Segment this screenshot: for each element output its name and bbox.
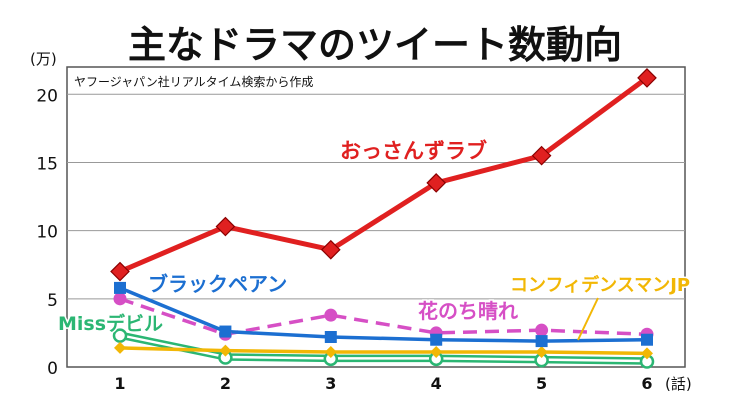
data-point bbox=[430, 333, 443, 346]
data-point bbox=[531, 145, 552, 166]
series-line bbox=[119, 75, 649, 274]
data-point bbox=[110, 261, 130, 282]
series-line bbox=[119, 336, 648, 365]
data-point bbox=[324, 346, 337, 358]
data-point bbox=[219, 325, 232, 338]
series-line bbox=[119, 346, 648, 356]
data-point bbox=[215, 216, 236, 237]
plot-frame bbox=[66, 66, 686, 368]
x-tick-label: 5 bbox=[536, 374, 547, 393]
series-line bbox=[119, 297, 648, 337]
y-tick-label: 5 bbox=[47, 291, 58, 311]
data-point bbox=[320, 239, 341, 260]
y-tick-label: 0 bbox=[47, 359, 58, 379]
series-label: Missデビル bbox=[58, 312, 163, 335]
x-tick-label: 6 bbox=[641, 374, 652, 393]
data-point bbox=[324, 331, 337, 343]
series-label: 花のち晴れ bbox=[418, 299, 518, 323]
x-axis-unit: (話) bbox=[665, 375, 692, 393]
data-point bbox=[112, 328, 128, 343]
y-tick-label: 10 bbox=[36, 223, 58, 243]
data-point bbox=[641, 333, 653, 346]
series-label: ブラックペアン bbox=[148, 272, 287, 296]
data-point bbox=[535, 335, 548, 348]
data-point bbox=[324, 308, 338, 322]
y-tick-label: 15 bbox=[36, 154, 58, 174]
y-axis-unit: (万) bbox=[30, 50, 57, 68]
data-point bbox=[114, 341, 126, 354]
source-note: ヤフージャパン社リアルタイム検索から作成 bbox=[74, 74, 313, 89]
data-point bbox=[641, 347, 653, 360]
x-tick-label: 1 bbox=[114, 374, 125, 393]
x-tick-label: 3 bbox=[325, 374, 336, 393]
data-point bbox=[219, 344, 232, 357]
data-point bbox=[535, 346, 548, 358]
callout-line bbox=[577, 297, 599, 341]
data-point bbox=[430, 346, 443, 358]
chart-title: 主なドラマのツイート数動向 bbox=[128, 23, 622, 67]
series-label: おっさんずラブ bbox=[340, 139, 487, 163]
y-tick-label: 20 bbox=[36, 86, 58, 106]
x-tick-label: 4 bbox=[431, 374, 442, 393]
data-point bbox=[535, 323, 549, 337]
data-point bbox=[114, 281, 126, 294]
x-tick-label: 2 bbox=[220, 374, 231, 393]
series-label: コンフィデンスマンJP bbox=[510, 274, 690, 296]
data-point bbox=[426, 173, 447, 193]
data-point bbox=[637, 68, 657, 88]
series-line bbox=[119, 286, 648, 343]
data-point bbox=[113, 292, 127, 306]
